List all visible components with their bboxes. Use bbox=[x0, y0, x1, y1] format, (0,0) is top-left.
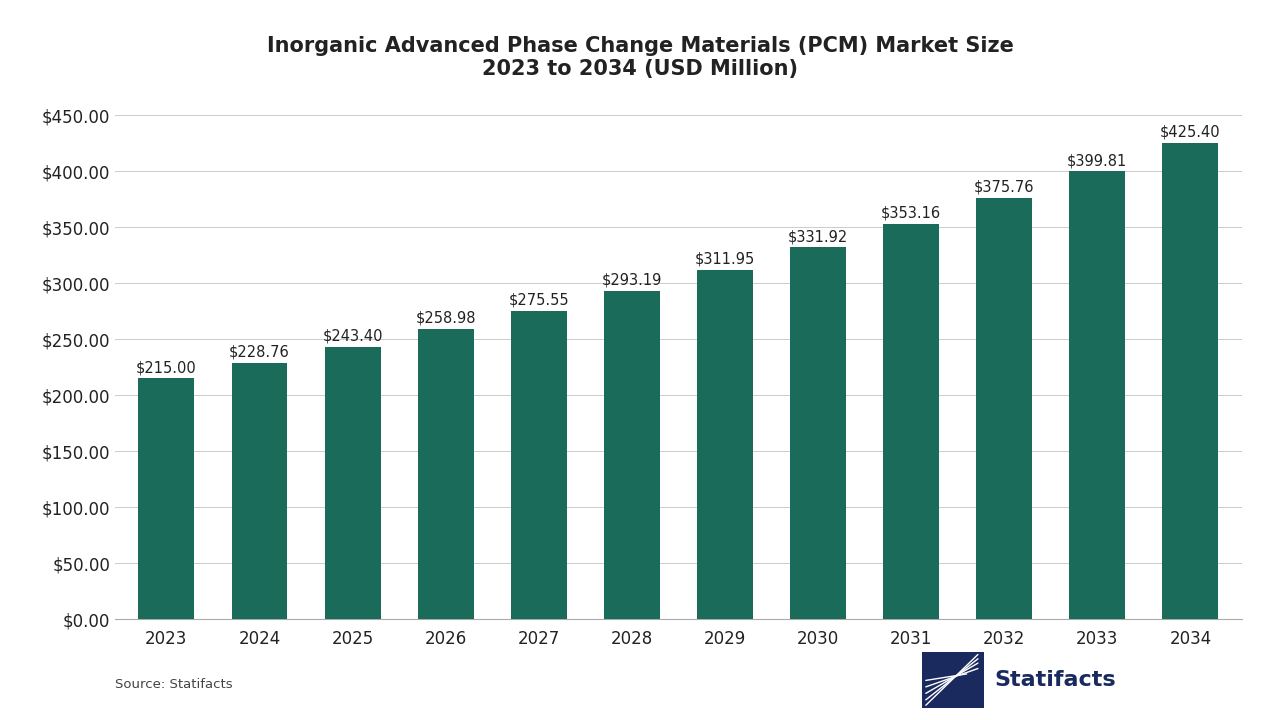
Text: $425.40: $425.40 bbox=[1160, 125, 1221, 140]
Text: $399.81: $399.81 bbox=[1068, 153, 1128, 168]
Bar bbox=[698, 270, 753, 619]
Bar bbox=[977, 198, 1032, 619]
Text: $243.40: $243.40 bbox=[323, 328, 383, 343]
Text: $311.95: $311.95 bbox=[695, 251, 755, 266]
Text: $353.16: $353.16 bbox=[881, 205, 941, 220]
Bar bbox=[138, 379, 195, 619]
Text: $375.76: $375.76 bbox=[974, 180, 1034, 195]
Text: Inorganic Advanced Phase Change Materials (PCM) Market Size
2023 to 2034 (USD Mi: Inorganic Advanced Phase Change Material… bbox=[266, 36, 1014, 79]
Bar bbox=[790, 248, 846, 619]
Bar bbox=[604, 291, 659, 619]
FancyBboxPatch shape bbox=[922, 652, 983, 708]
Bar bbox=[325, 346, 380, 619]
Text: $215.00: $215.00 bbox=[136, 360, 197, 375]
Bar bbox=[1069, 171, 1125, 619]
Text: Source: Statifacts: Source: Statifacts bbox=[115, 678, 233, 690]
Text: $293.19: $293.19 bbox=[602, 272, 662, 287]
Text: $331.92: $331.92 bbox=[788, 229, 849, 244]
Bar bbox=[1162, 143, 1219, 619]
Bar bbox=[511, 310, 567, 619]
Bar bbox=[232, 363, 288, 619]
Bar bbox=[883, 224, 940, 619]
Bar bbox=[417, 329, 474, 619]
Text: $228.76: $228.76 bbox=[229, 345, 289, 359]
Text: $275.55: $275.55 bbox=[508, 292, 570, 307]
Text: Statifacts: Statifacts bbox=[995, 670, 1116, 690]
Text: $258.98: $258.98 bbox=[416, 311, 476, 325]
